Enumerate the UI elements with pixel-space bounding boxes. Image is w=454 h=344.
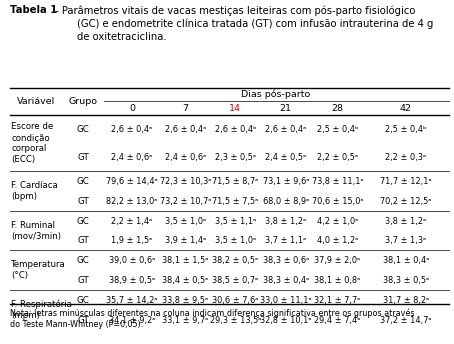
- Text: 2,6 ± 0,4ᵃ: 2,6 ± 0,4ᵃ: [165, 125, 206, 134]
- Text: 37,2 ± 14,7ᵃ: 37,2 ± 14,7ᵃ: [380, 315, 432, 324]
- Text: 0: 0: [129, 104, 135, 112]
- Text: - Parâmetros vitais de vacas mestiças leiteiras com pós-parto fisiológico
      : - Parâmetros vitais de vacas mestiças le…: [52, 5, 433, 42]
- Text: 1,9 ± 1,5ᵃ: 1,9 ± 1,5ᵃ: [111, 236, 153, 245]
- Text: 38,3 ± 0,4ᵃ: 38,3 ± 0,4ᵃ: [263, 276, 309, 285]
- Text: 3,8 ± 1,2ᵃ: 3,8 ± 1,2ᵃ: [265, 217, 306, 226]
- Text: 35,7 ± 14,2ᵃ: 35,7 ± 14,2ᵃ: [106, 296, 158, 305]
- Text: 3,9 ± 1,4ᵃ: 3,9 ± 1,4ᵃ: [165, 236, 206, 245]
- Text: 2,6 ± 0,4ᵃ: 2,6 ± 0,4ᵃ: [265, 125, 306, 134]
- Text: 71,5 ± 7,5ᵃ: 71,5 ± 7,5ᵃ: [212, 197, 258, 206]
- Text: GT: GT: [77, 197, 89, 206]
- Text: GT: GT: [77, 153, 89, 162]
- Text: 2,4 ± 0,5ᵃ: 2,4 ± 0,5ᵃ: [265, 153, 306, 162]
- Text: 82,2 ± 13,0ᵃ: 82,2 ± 13,0ᵃ: [106, 197, 158, 206]
- Text: 70,2 ± 12,5ᵃ: 70,2 ± 12,5ᵃ: [380, 197, 432, 206]
- Text: Escore de
condição
corporal
(ECC): Escore de condição corporal (ECC): [11, 122, 54, 163]
- Text: F. Cardíaca
(bpm): F. Cardíaca (bpm): [11, 181, 58, 201]
- Text: 4,2 ± 1,0ᵃ: 4,2 ± 1,0ᵃ: [317, 217, 358, 226]
- Text: 33,0 ± 11,1ᵃ: 33,0 ± 11,1ᵃ: [260, 296, 311, 305]
- Text: 38,4 ± 0,5ᵃ: 38,4 ± 0,5ᵃ: [163, 276, 208, 285]
- Text: 68,0 ± 8,9ᵃ: 68,0 ± 8,9ᵃ: [263, 197, 309, 206]
- Text: GC: GC: [77, 256, 89, 265]
- Text: 73,2 ± 10,7ᵃ: 73,2 ± 10,7ᵃ: [160, 197, 211, 206]
- Text: 72,3 ± 10,3ᵃ: 72,3 ± 10,3ᵃ: [160, 177, 211, 186]
- Text: GC: GC: [77, 296, 89, 305]
- Text: 38,2 ± 0,5ᵃ: 38,2 ± 0,5ᵃ: [212, 256, 258, 265]
- Text: 3,5 ± 1,1ᵃ: 3,5 ± 1,1ᵃ: [215, 217, 256, 226]
- Text: 38,1 ± 1,5ᵃ: 38,1 ± 1,5ᵃ: [162, 256, 209, 265]
- Text: 3,5 ± 1,0ᵃ: 3,5 ± 1,0ᵃ: [165, 217, 206, 226]
- Text: GT: GT: [77, 276, 89, 285]
- Text: 31,7 ± 8,2ᵃ: 31,7 ± 8,2ᵃ: [383, 296, 429, 305]
- Text: 2,4 ± 0,6ᵃ: 2,4 ± 0,6ᵃ: [165, 153, 206, 162]
- Text: 70,6 ± 15,0ᵃ: 70,6 ± 15,0ᵃ: [311, 197, 363, 206]
- Text: 4,0 ± 1,2ᵃ: 4,0 ± 1,2ᵃ: [317, 236, 358, 245]
- Text: 38,1 ± 0,4ᵃ: 38,1 ± 0,4ᵃ: [383, 256, 429, 265]
- Text: 2,4 ± 0,6ᵃ: 2,4 ± 0,6ᵃ: [111, 153, 153, 162]
- Text: 71,5 ± 8,7ᵃ: 71,5 ± 8,7ᵃ: [212, 177, 258, 186]
- Text: 38,3 ± 0,6ᵃ: 38,3 ± 0,6ᵃ: [263, 256, 309, 265]
- Text: Dias pós-parto: Dias pós-parto: [242, 90, 311, 99]
- Text: 2,2 ± 1,4ᵃ: 2,2 ± 1,4ᵃ: [111, 217, 153, 226]
- Text: 38,3 ± 0,5ᵃ: 38,3 ± 0,5ᵃ: [383, 276, 429, 285]
- Text: Tabela 1: Tabela 1: [10, 5, 57, 15]
- Text: 2,2 ± 0,3ᵃ: 2,2 ± 0,3ᵃ: [385, 153, 426, 162]
- Text: Grupo: Grupo: [69, 97, 98, 106]
- Text: 33,1 ± 9,7ᵃ: 33,1 ± 9,7ᵃ: [163, 315, 208, 324]
- Text: 2,6 ± 0,4ᵇ: 2,6 ± 0,4ᵇ: [215, 125, 256, 134]
- Text: 3,7 ± 1,1ᵃ: 3,7 ± 1,1ᵃ: [265, 236, 306, 245]
- Text: 21: 21: [280, 104, 292, 112]
- Text: 3,8 ± 1,2ᵃ: 3,8 ± 1,2ᵃ: [385, 217, 426, 226]
- Text: 3,5 ± 1,0ᵃ: 3,5 ± 1,0ᵃ: [215, 236, 256, 245]
- Text: GT: GT: [77, 236, 89, 245]
- Text: 2,3 ± 0,5ᵃ: 2,3 ± 0,5ᵃ: [215, 153, 256, 162]
- Text: 32,1 ± 7,7ᵃ: 32,1 ± 7,7ᵃ: [314, 296, 360, 305]
- Text: 73,8 ± 11,1ᵃ: 73,8 ± 11,1ᵃ: [311, 177, 363, 186]
- Text: 32,8 ± 10,1ᵃ: 32,8 ± 10,1ᵃ: [260, 315, 311, 324]
- Text: 39,0 ± 0,6ᵃ: 39,0 ± 0,6ᵃ: [109, 256, 155, 265]
- Text: 14: 14: [229, 104, 242, 112]
- Text: GT: GT: [77, 315, 89, 324]
- Text: 2,2 ± 0,5ᵃ: 2,2 ± 0,5ᵃ: [317, 153, 358, 162]
- Text: 3,7 ± 1,3ᵃ: 3,7 ± 1,3ᵃ: [385, 236, 426, 245]
- Text: GC: GC: [77, 177, 89, 186]
- Text: GC: GC: [77, 125, 89, 134]
- Text: 38,1 ± 0,8ᵃ: 38,1 ± 0,8ᵃ: [314, 276, 360, 285]
- Text: Variável: Variável: [17, 97, 55, 106]
- Text: 79,6 ± 14,4ᵃ: 79,6 ± 14,4ᵃ: [106, 177, 158, 186]
- Text: 38,9 ± 0,5ᵃ: 38,9 ± 0,5ᵃ: [109, 276, 155, 285]
- Text: 34,1 ± 9,2ᵃ: 34,1 ± 9,2ᵃ: [109, 315, 155, 324]
- Text: F. Respiratória
(mpm): F. Respiratória (mpm): [11, 300, 72, 320]
- Text: 33,8 ± 9,5ᵃ: 33,8 ± 9,5ᵃ: [163, 296, 208, 305]
- Text: 71,7 ± 12,1ᵃ: 71,7 ± 12,1ᵃ: [380, 177, 432, 186]
- Text: F. Ruminal
(mov/3min): F. Ruminal (mov/3min): [11, 221, 61, 240]
- Text: 29,4 ± 7,4ᵃ: 29,4 ± 7,4ᵃ: [314, 315, 360, 324]
- Text: 29,3 ± 13,5ᵃ: 29,3 ± 13,5ᵃ: [210, 315, 261, 324]
- Text: 2,6 ± 0,4ᵃ: 2,6 ± 0,4ᵃ: [111, 125, 153, 134]
- Text: Temperatura
(°C): Temperatura (°C): [11, 260, 66, 280]
- Text: GC: GC: [77, 217, 89, 226]
- Text: 37,9 ± 2,0ᵃ: 37,9 ± 2,0ᵃ: [314, 256, 360, 265]
- Text: 7: 7: [183, 104, 188, 112]
- Text: Nota: letras minúsculas diferentes na coluna indicam diferença significativa ent: Nota: letras minúsculas diferentes na co…: [10, 309, 415, 329]
- Text: 28: 28: [331, 104, 343, 112]
- Text: 73,1 ± 9,6ᵃ: 73,1 ± 9,6ᵃ: [262, 177, 309, 186]
- Text: 42: 42: [400, 104, 412, 112]
- Text: 30,6 ± 7,6ᵃ: 30,6 ± 7,6ᵃ: [212, 296, 259, 305]
- Text: 2,5 ± 0,4ᵇ: 2,5 ± 0,4ᵇ: [385, 125, 427, 134]
- Text: 38,5 ± 0,7ᵃ: 38,5 ± 0,7ᵃ: [212, 276, 258, 285]
- Text: 2,5 ± 0,4ᵇ: 2,5 ± 0,4ᵇ: [316, 125, 358, 134]
